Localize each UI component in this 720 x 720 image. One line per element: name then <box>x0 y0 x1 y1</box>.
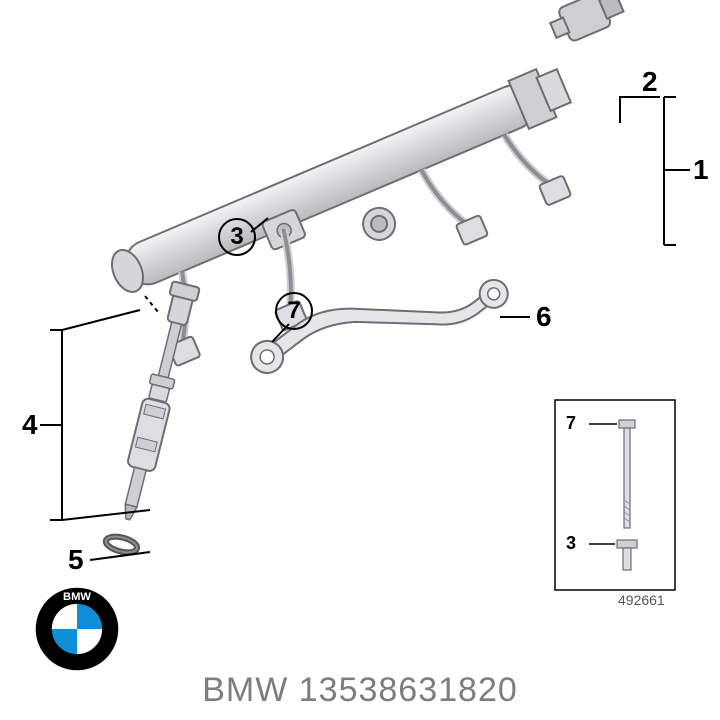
diagram-stage: 1 2 3 4 5 6 7 7 3 492661 BMW BMW 1353863… <box>0 0 720 720</box>
bmw-roundel-icon: BMW <box>34 586 120 672</box>
callout-6: 6 <box>536 303 552 331</box>
callout-3-circle: 3 <box>218 218 256 256</box>
caption-brand: BMW <box>202 671 288 709</box>
callout-1: 1 <box>693 156 709 184</box>
inset-callout-3: 3 <box>566 534 576 552</box>
caption-part-number: 13538631820 <box>299 671 518 709</box>
caption: BMW 13538631820 <box>0 671 720 710</box>
callout-7-circle: 7 <box>275 292 313 330</box>
bmw-logo: BMW <box>34 586 120 672</box>
callout-2: 2 <box>642 68 658 96</box>
inset-callout-7: 7 <box>566 414 576 432</box>
logo-text: BMW <box>63 591 91 603</box>
inset-ref-number: 492661 <box>618 592 665 608</box>
callout-3: 3 <box>218 218 256 256</box>
callout-4: 4 <box>22 411 38 439</box>
callout-5: 5 <box>68 546 84 574</box>
callout-7: 7 <box>275 292 313 330</box>
